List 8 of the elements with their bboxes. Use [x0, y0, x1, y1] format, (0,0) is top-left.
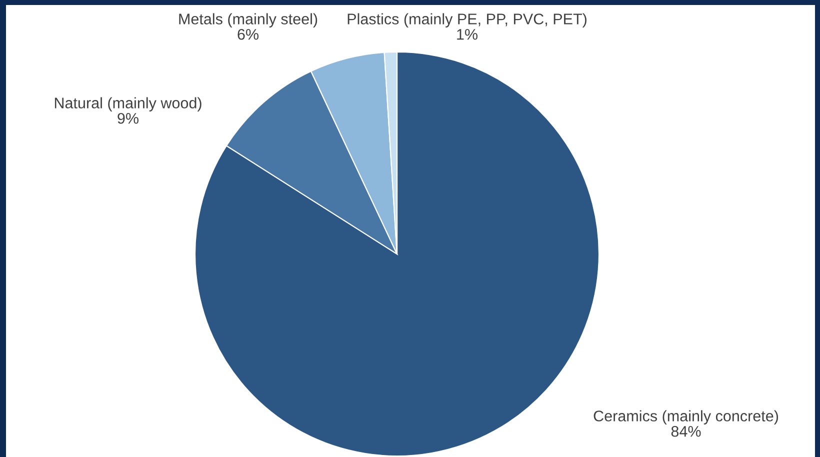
data-label: 1% [457, 29, 478, 40]
slice-label: Ceramics (mainly concrete) [594, 410, 778, 424]
slice-label: Plastics (mainly PE, PP, PVC, PET) [348, 13, 586, 28]
slice-label: Natural (mainly wood) [54, 97, 202, 112]
slice-label: Metals (mainly steel) [179, 13, 318, 28]
data-label: 9% [118, 112, 138, 124]
data-label: 84% [671, 426, 701, 437]
data-label: 6% [238, 28, 258, 40]
